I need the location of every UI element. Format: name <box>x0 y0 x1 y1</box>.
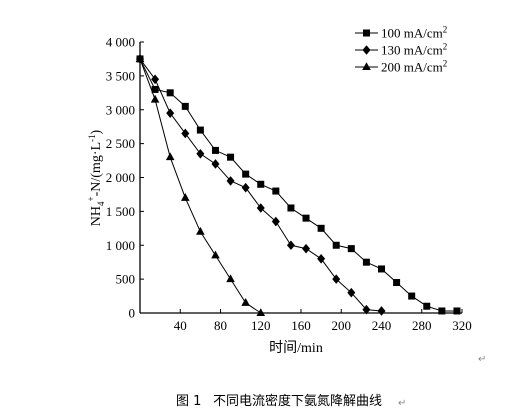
data-point-square <box>242 170 250 178</box>
legend-label: 100 mA/cm2 <box>381 25 447 41</box>
data-point-diamond <box>286 240 295 251</box>
x-tick-label: 120 <box>251 318 271 333</box>
data-point-triangle <box>165 152 175 161</box>
data-point-square <box>362 258 370 266</box>
data-point-square <box>408 292 416 300</box>
return-mark: ↵ <box>478 354 486 365</box>
x-tick-label: 40 <box>174 318 187 333</box>
x-tick-label: 320 <box>452 318 472 333</box>
x-tick-label: 280 <box>412 318 432 333</box>
data-point-diamond <box>151 74 160 85</box>
data-point-square <box>423 302 431 310</box>
data-point-square <box>257 180 265 188</box>
data-point-diamond <box>166 108 175 118</box>
x-ticks: 40 80 120 160 200 240 280 320 <box>174 309 472 333</box>
data-point-square <box>227 153 235 161</box>
series-diamond <box>136 54 386 316</box>
figure-caption: 不同电流密度下氨氮降解曲线 <box>213 393 382 409</box>
x-tick-label: 240 <box>372 318 392 333</box>
data-point-diamond <box>271 216 280 227</box>
legend-label: 130 mA/cm2 <box>381 42 447 58</box>
legend-item: 200 mA/cm2 <box>355 59 447 75</box>
data-point-square <box>347 245 355 253</box>
data-point-diamond <box>332 274 341 284</box>
data-point-square <box>317 224 325 232</box>
data-point-diamond <box>196 148 205 159</box>
data-point-diamond <box>256 203 265 213</box>
y-ticks: 0 500 1 000 1 500 2 000 2 500 3 000 3 500 4 000 <box>106 35 144 321</box>
data-point-triangle <box>211 250 220 259</box>
y-tick-label: 1 500 <box>106 204 135 219</box>
legend-item: 130 mA/cm2 <box>355 42 447 58</box>
data-point-diamond <box>362 304 371 315</box>
data-point-square <box>181 102 189 110</box>
data-point-square <box>438 307 446 315</box>
x-tick-label: 80 <box>214 318 227 333</box>
data-point-square <box>196 126 204 134</box>
data-point-triangle <box>256 308 266 316</box>
data-point-diamond <box>377 306 386 316</box>
data-point-diamond <box>302 243 311 254</box>
data-point-triangle <box>150 94 160 103</box>
y-tick-label: 1 000 <box>106 238 135 253</box>
y-tick-label: 2 500 <box>106 136 135 151</box>
data-point-square <box>378 265 385 273</box>
y-tick-label: 0 <box>129 306 136 321</box>
data-point-square <box>272 187 280 195</box>
data-point-square <box>151 85 159 93</box>
data-point-diamond <box>181 128 190 139</box>
data-point-square <box>302 214 310 222</box>
data-point-square <box>211 146 219 154</box>
y-tick-label: 3 500 <box>106 68 135 83</box>
data-point-triangle <box>241 298 250 306</box>
legend-marker-diamond <box>362 45 371 55</box>
legend-label: 200 mA/cm2 <box>381 59 447 75</box>
legend-item: 100 mA/cm2 <box>355 25 447 41</box>
caption-return-mark: ↵ <box>398 398 406 409</box>
figure-number: 图 1 <box>176 394 201 409</box>
data-point-diamond <box>241 182 250 193</box>
data-point-square <box>453 307 461 315</box>
y-axis-label: NH4+-N/(mg·L-1) <box>86 129 106 226</box>
legend-marker-square <box>363 29 370 37</box>
data-point-triangle <box>180 193 190 201</box>
series-line <box>139 58 457 312</box>
axes <box>139 42 462 314</box>
y-tick-label: 3 000 <box>106 102 135 117</box>
data-point-square <box>332 241 340 249</box>
data-point-triangle <box>196 226 205 235</box>
legend-marker-triangle <box>362 62 371 70</box>
data-point-diamond <box>317 254 326 264</box>
series-square <box>136 55 461 315</box>
series-triangle <box>135 54 266 316</box>
x-tick-label: 160 <box>291 318 311 333</box>
data-point-square <box>393 279 401 287</box>
data-point-triangle <box>226 274 235 283</box>
data-point-square <box>287 204 295 212</box>
x-tick-label: 200 <box>332 318 352 333</box>
y-tick-label: 2 000 <box>106 170 135 185</box>
y-tick-label: 4 000 <box>106 35 135 50</box>
series-layer <box>135 54 461 316</box>
data-point-diamond <box>211 159 220 169</box>
x-axis-label: 时间/min <box>269 340 323 356</box>
data-point-square <box>166 89 174 97</box>
data-point-diamond <box>347 287 356 298</box>
y-tick-label: 500 <box>116 272 136 287</box>
data-point-triangle <box>135 54 145 62</box>
data-point-diamond <box>226 176 235 186</box>
